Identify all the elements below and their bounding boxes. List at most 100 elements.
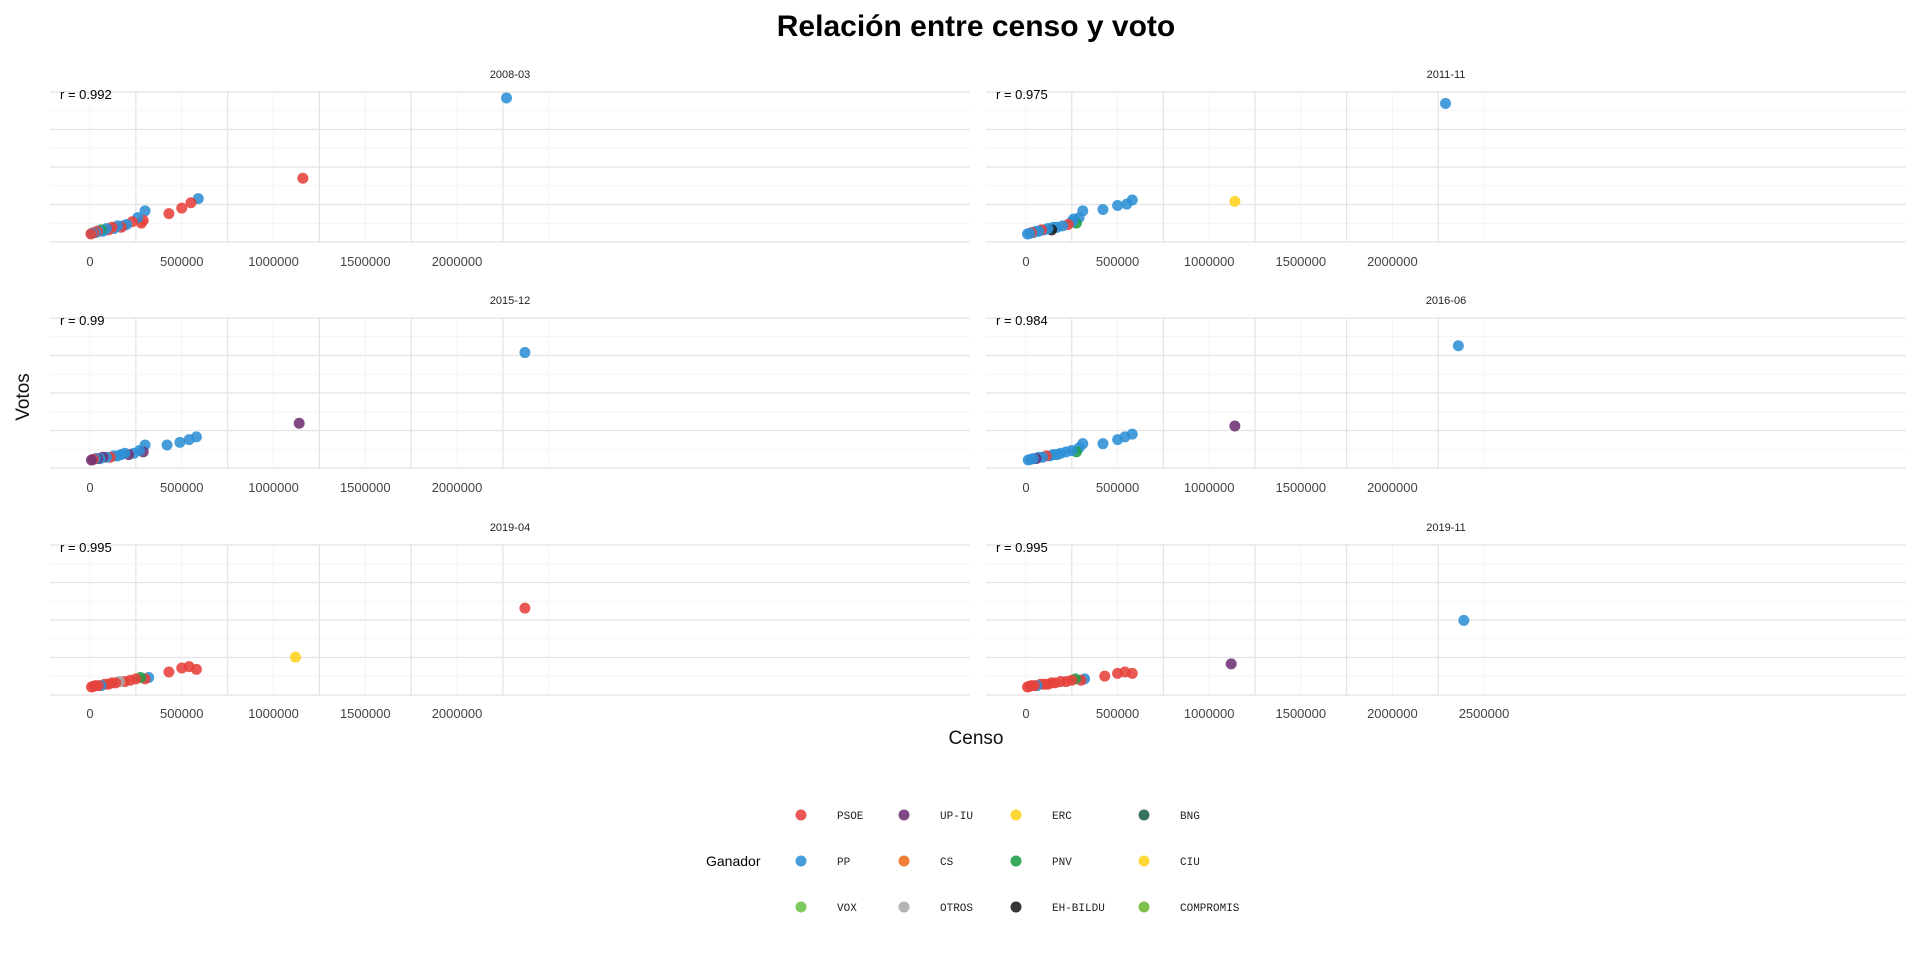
legend-label-compromis: COMPROMIS <box>1180 903 1240 915</box>
data-point-pp <box>1097 204 1109 216</box>
data-point-pp <box>1112 434 1124 446</box>
correlation-label: r = 0.99 <box>60 313 104 328</box>
data-point-psoe <box>85 228 97 240</box>
data-point-psoe <box>163 208 175 220</box>
legend-swatch-pp <box>795 855 807 867</box>
data-point-psoe <box>1099 670 1111 682</box>
data-point-pp <box>139 205 151 217</box>
data-point-pp <box>1097 438 1109 450</box>
x-tick-label: 500000 <box>160 254 203 269</box>
panel-2016-06: 2016-06 r = 0.984 0 500000 1000000 1500000 200… <box>986 295 1906 495</box>
legend-swatch-pnv <box>1010 855 1022 867</box>
y-axis-title: Votos <box>13 373 34 421</box>
x-axis-title: Censo <box>949 728 1004 749</box>
data-point-up-iu <box>293 417 305 429</box>
x-tick-label: 1500000 <box>1275 706 1326 721</box>
data-point-erc <box>290 651 302 663</box>
x-tick-label: 0 <box>1022 480 1029 495</box>
x-tick-label: 1500000 <box>340 480 391 495</box>
legend-label-psoe: PSOE <box>837 811 864 823</box>
x-tick-label: 500000 <box>1096 254 1139 269</box>
legend-label-pnv: PNV <box>1052 857 1072 869</box>
legend-label-bng: BNG <box>1180 811 1200 823</box>
data-point-pp <box>1458 614 1470 626</box>
legend-swatch-ciu <box>1138 855 1150 867</box>
data-point-psoe <box>176 662 188 674</box>
correlation-label: r = 0.984 <box>996 313 1048 328</box>
data-point-pp <box>1021 228 1033 240</box>
legend-swatch-compromis <box>1138 901 1150 913</box>
data-point-pp <box>1022 454 1034 466</box>
x-tick-label: 0 <box>86 706 93 721</box>
data-point-up-iu <box>1229 420 1241 432</box>
legend-label-vox: VOX <box>837 903 857 915</box>
x-tick-label: 500000 <box>1096 706 1139 721</box>
data-point-psoe <box>85 681 97 693</box>
x-tick-label: 500000 <box>1096 480 1139 495</box>
data-point-pp <box>501 92 513 104</box>
correlation-label: r = 0.995 <box>996 540 1048 555</box>
data-point-psoe <box>163 666 175 678</box>
correlation-label: r = 0.992 <box>60 87 112 102</box>
x-tick-label: 1500000 <box>1275 254 1326 269</box>
legend-swatch-eh-bildu <box>1010 901 1022 913</box>
legend-label-erc: ERC <box>1052 811 1072 823</box>
correlation-label: r = 0.975 <box>996 87 1048 102</box>
legend-title: Ganador <box>706 853 761 869</box>
x-tick-label: 1500000 <box>340 706 391 721</box>
legend-label-otros: OTROS <box>940 903 973 915</box>
data-point-pp <box>161 439 173 451</box>
data-point-pp <box>183 434 195 446</box>
data-point-pp <box>1440 97 1452 109</box>
x-tick-label: 2000000 <box>432 480 483 495</box>
x-tick-label: 0 <box>86 480 93 495</box>
x-tick-label: 1000000 <box>248 480 299 495</box>
data-point-pp <box>519 347 531 359</box>
data-point-psoe <box>176 202 188 214</box>
facet-strip-label: 2016-06 <box>1426 295 1466 307</box>
data-point-psoe <box>297 172 309 184</box>
x-tick-label: 2000000 <box>432 254 483 269</box>
legend-swatch-erc <box>1010 809 1022 821</box>
legend-swatch-up-iu <box>898 809 910 821</box>
x-tick-label: 1000000 <box>1184 706 1235 721</box>
x-tick-label: 2000000 <box>432 706 483 721</box>
data-point-psoe <box>1112 667 1124 679</box>
panel-2011-11: 2011-11 r = 0.975 0 500000 1000000 1500000 200… <box>986 69 1906 269</box>
data-point-psoe <box>1021 681 1033 693</box>
x-tick-label: 500000 <box>160 480 203 495</box>
legend-label-eh-bildu: EH-BILDU <box>1052 903 1105 915</box>
facet-strip-label: 2011-11 <box>1427 69 1466 81</box>
data-point-psoe <box>185 197 197 209</box>
x-tick-label: 2000000 <box>1367 706 1418 721</box>
data-point-up-iu <box>1225 658 1237 670</box>
legend: Ganador PSOE UP-IU ERC BNG PP CS PNV CIU VOX OTRO… <box>706 809 1240 915</box>
legend-label-pp: PP <box>837 857 851 869</box>
x-tick-label: 1000000 <box>1184 254 1235 269</box>
x-tick-label: 0 <box>86 254 93 269</box>
x-tick-label: 1000000 <box>1184 480 1235 495</box>
legend-swatch-psoe <box>795 809 807 821</box>
x-tick-label: 1500000 <box>1275 480 1326 495</box>
data-point-pp <box>174 436 186 448</box>
x-tick-label: 1500000 <box>340 254 391 269</box>
facet-strip-label: 2019-11 <box>1426 522 1466 534</box>
x-tick-label: 500000 <box>160 706 203 721</box>
data-point-pp <box>1112 199 1124 211</box>
data-point-pp <box>1452 340 1464 352</box>
panel-2019-11: 2019-11 r = 0.995 0 500000 1000000 1500000 200… <box>986 522 1906 721</box>
panel-2008-03: 2008-03 r = 0.992 0 500000 1000000 1500000 200… <box>50 69 970 269</box>
facet-strip-label: 2015-12 <box>490 295 530 307</box>
facet-strip-label: 2019-04 <box>490 522 530 534</box>
legend-swatch-vox <box>795 901 807 913</box>
legend-swatch-otros <box>898 901 910 913</box>
x-tick-label: 0 <box>1022 254 1029 269</box>
legend-swatch-cs <box>898 855 910 867</box>
legend-label-cs: CS <box>940 857 954 869</box>
facet-strip-label: 2008-03 <box>490 69 530 81</box>
legend-swatch-bng <box>1138 809 1150 821</box>
panel-2019-04: 2019-04 r = 0.995 0 500000 1000000 1500000 200… <box>50 522 970 721</box>
data-point-pp <box>1121 198 1133 210</box>
x-tick-label: 1000000 <box>248 706 299 721</box>
